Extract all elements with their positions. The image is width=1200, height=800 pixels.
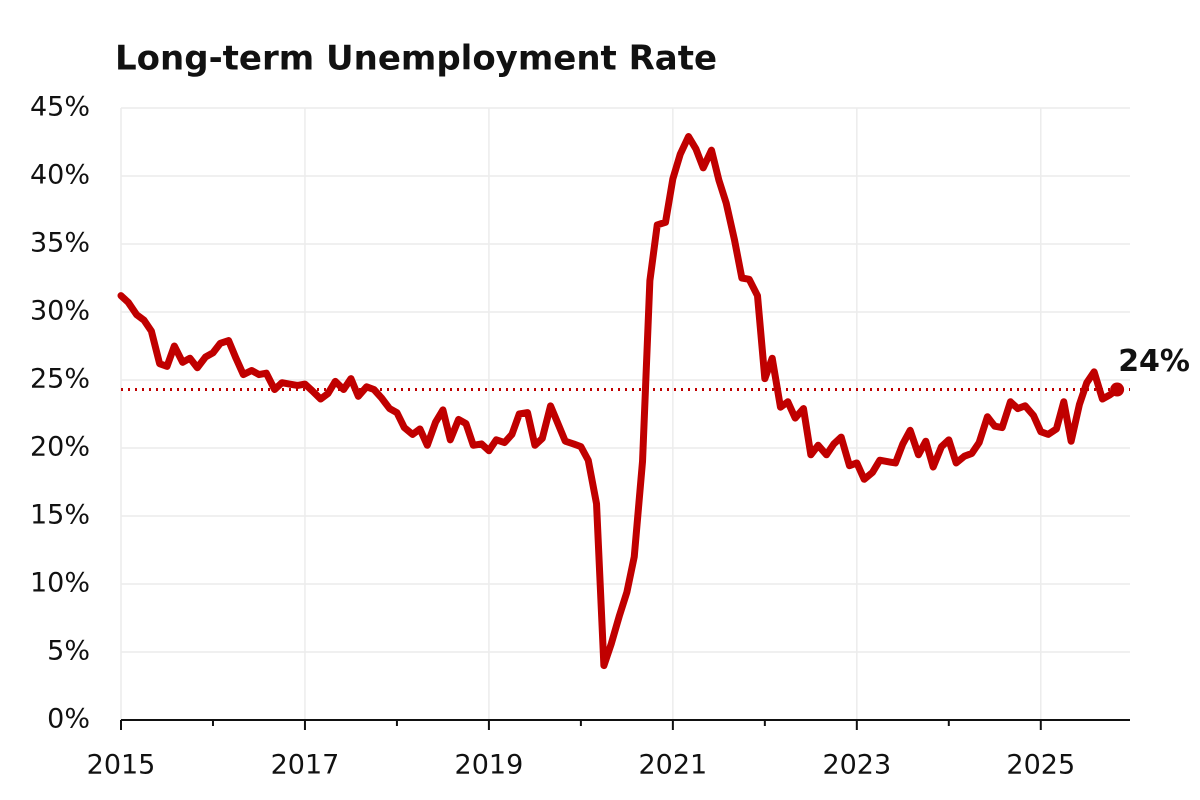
y-tick-label: 20% [30,432,90,463]
y-tick-label: 10% [30,568,90,599]
y-tick-label: 5% [47,636,90,667]
x-tick-label: 2025 [1006,750,1075,781]
chart-title: Long-term Unemployment Rate [115,39,717,79]
x-tick-label: 2015 [87,750,156,781]
y-tick-label: 30% [30,296,90,327]
y-tick-label: 15% [30,500,90,531]
x-tick-label: 2017 [271,750,340,781]
annotation-label: 24% [1118,344,1190,379]
end-point [1110,382,1125,397]
y-tick-label: 35% [30,228,90,259]
y-tick-label: 45% [30,92,90,123]
y-tick-label: 25% [30,364,90,395]
x-tick-label: 2021 [639,750,708,781]
y-tick-label: 40% [30,160,90,191]
line-series [117,133,1121,670]
y-tick-label: 0% [47,704,90,735]
x-tick-label: 2019 [455,750,524,781]
x-tick-label: 2023 [822,750,891,781]
